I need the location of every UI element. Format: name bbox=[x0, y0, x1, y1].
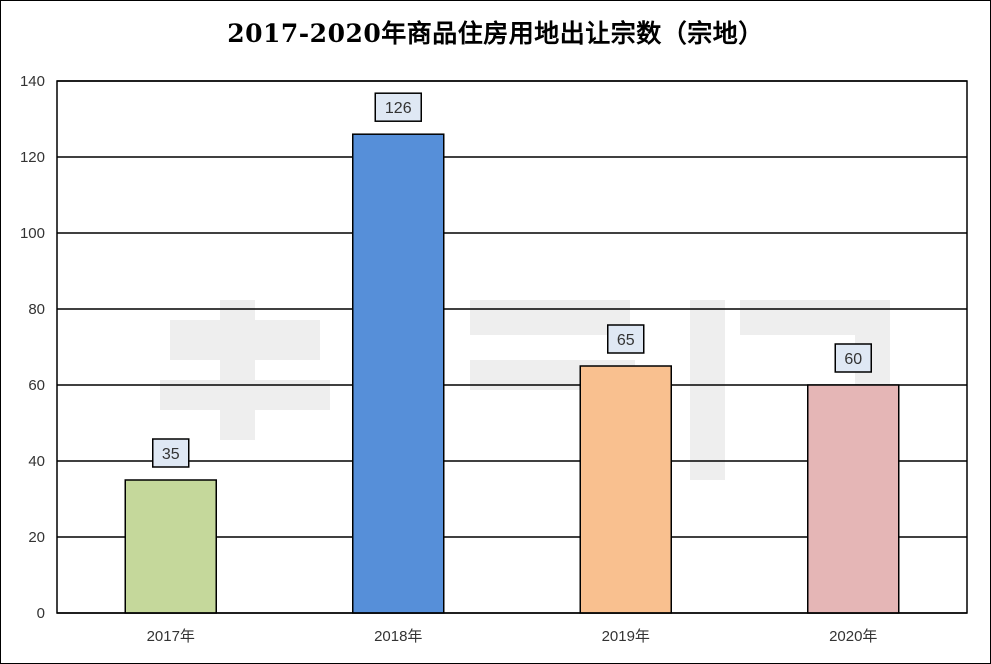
data-label: 126 bbox=[385, 100, 412, 117]
x-tick-label: 2019年 bbox=[602, 628, 650, 645]
y-tick-label: 40 bbox=[28, 453, 45, 470]
x-tick-label: 2020年 bbox=[829, 628, 877, 645]
y-tick-label: 60 bbox=[28, 377, 45, 394]
x-tick-label: 2017年 bbox=[147, 628, 195, 645]
data-label: 35 bbox=[162, 446, 180, 463]
data-label-box bbox=[374, 92, 422, 122]
data-labels: 35 126 65 60 bbox=[152, 92, 872, 468]
y-tick-label: 80 bbox=[28, 301, 45, 318]
data-label: 65 bbox=[617, 332, 635, 349]
data-label: 60 bbox=[844, 351, 862, 368]
watermark-logo bbox=[160, 300, 890, 485]
y-tick-label: 20 bbox=[28, 529, 45, 546]
chart-title: 2017-2020年商品住房用地出让宗数（宗地） bbox=[227, 19, 764, 48]
bar-3 bbox=[579, 365, 672, 614]
bar-1 bbox=[124, 479, 217, 614]
y-tick-label: 100 bbox=[20, 225, 45, 242]
plot-area-border bbox=[56, 80, 968, 614]
y-tick-label: 140 bbox=[20, 73, 45, 90]
data-label-box bbox=[152, 438, 190, 468]
x-tick-label: 2018年 bbox=[374, 628, 422, 645]
bars bbox=[124, 133, 900, 614]
data-label-box bbox=[607, 324, 645, 354]
y-axis-tick-labels: 0 20 40 60 80 100 120 140 bbox=[20, 73, 45, 622]
y-tick-label: 0 bbox=[37, 605, 45, 622]
bar-2 bbox=[352, 133, 445, 614]
data-label-box bbox=[834, 343, 872, 373]
y-tick-label: 120 bbox=[20, 149, 45, 166]
bar-4 bbox=[807, 384, 900, 614]
x-axis-tick-labels: 2017年 2018年 2019年 2020年 bbox=[147, 628, 878, 645]
